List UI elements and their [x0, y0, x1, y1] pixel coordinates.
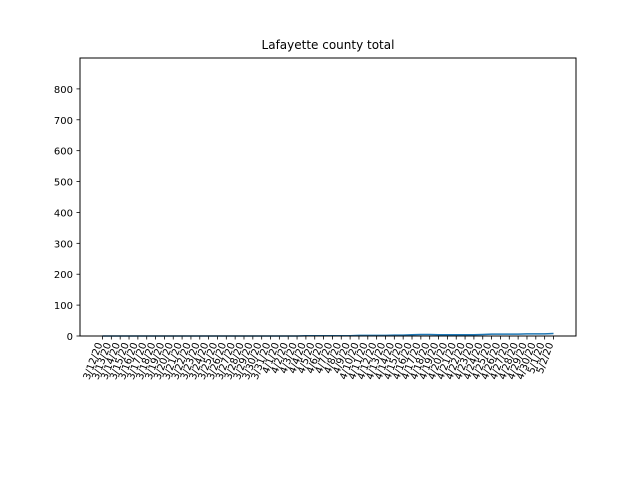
y-tick-label: 700: [54, 116, 73, 127]
y-tick-label: 300: [54, 239, 73, 250]
y-tick-label: 0: [67, 332, 73, 343]
y-tick-label: 800: [54, 85, 73, 96]
y-tick-label: 600: [54, 147, 73, 158]
y-tick-label: 100: [54, 301, 73, 312]
axis-ticks: 01002003004005006007008003/12/203/13/203…: [54, 85, 556, 381]
plot-area: [79, 57, 577, 337]
y-tick-label: 200: [54, 270, 73, 281]
chart-title: Lafayette county total: [262, 38, 395, 52]
y-tick-label: 500: [54, 178, 73, 189]
y-tick-label: 400: [54, 208, 73, 219]
